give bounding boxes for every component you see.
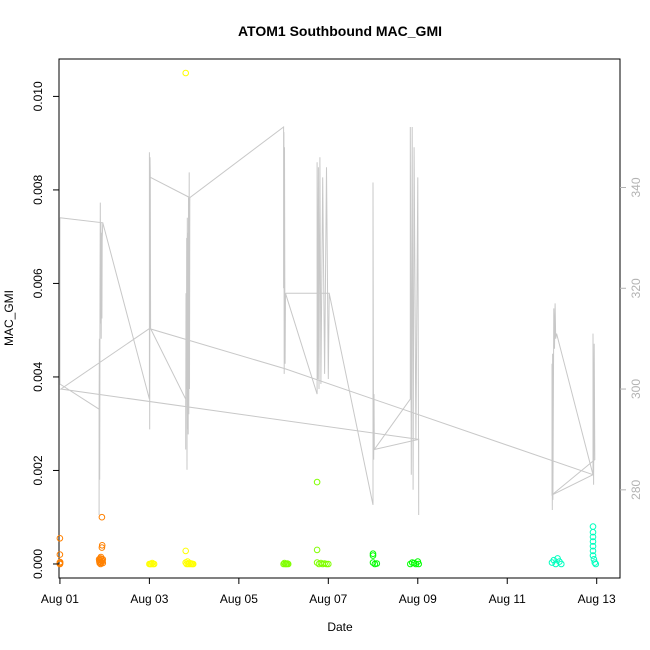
data-point	[99, 559, 107, 567]
y-tick-label: 0.002	[31, 455, 45, 485]
y-axis-right: 280 300 320 340	[620, 177, 643, 500]
data-point	[558, 560, 565, 568]
x-tick-label: Aug 09	[399, 592, 437, 606]
data-point	[369, 550, 377, 558]
data-point	[591, 559, 599, 566]
data-point	[148, 560, 155, 568]
data-point	[323, 560, 330, 568]
data-point	[284, 560, 292, 568]
data-point	[369, 559, 377, 566]
plot-frame	[58, 58, 621, 579]
x-tick-label: Aug 07	[309, 592, 347, 606]
data-point	[56, 551, 64, 558]
data-point	[589, 523, 597, 530]
plot-area	[56, 69, 600, 568]
y2-tick-label: 300	[629, 379, 643, 399]
data-point	[280, 560, 287, 568]
x-tick-label: Aug 11	[489, 592, 526, 606]
data-point	[369, 552, 377, 559]
data-point	[189, 560, 197, 568]
data-point	[589, 552, 597, 559]
y-tick-label: 0.000	[31, 549, 45, 579]
data-point	[182, 547, 189, 555]
data-point	[182, 69, 189, 77]
data-point	[313, 478, 321, 486]
data-point	[554, 555, 561, 562]
data-point	[56, 558, 64, 566]
data-point	[98, 513, 106, 521]
data-point	[185, 560, 192, 568]
y-tick-label: 0.010	[31, 81, 45, 111]
y-tick-label: 0.008	[31, 175, 45, 205]
data-point	[313, 546, 321, 554]
data-point	[589, 542, 597, 550]
data-point	[589, 538, 597, 545]
data-point	[589, 533, 597, 541]
x-axis: Aug 01 Aug 03 Aug 05 Aug 07 Aug 09 Aug 11 Aug …	[41, 577, 616, 606]
data-point	[98, 542, 106, 549]
y-tick-label: 0.006	[31, 268, 45, 298]
x-tick-label: Aug 13	[578, 592, 616, 606]
y-axis-title: MAC_GMI	[2, 290, 16, 346]
y2-tick-label: 340	[629, 177, 643, 197]
y-axis-left: 0.000 0.002 0.004 0.006 0.008 0.010	[31, 81, 59, 579]
y-tick-label: 0.004	[31, 362, 45, 392]
data-point	[98, 544, 106, 551]
data-point	[56, 535, 64, 542]
data-point	[373, 560, 381, 567]
data-point	[589, 547, 597, 555]
x-axis-title: Date	[327, 620, 353, 634]
y2-tick-label: 280	[629, 479, 643, 499]
data-point	[99, 556, 107, 563]
data-point	[592, 560, 600, 568]
chart-title: ATOM1 Southbound MAC_GMI	[238, 23, 442, 39]
secondary-series-line	[59, 125, 596, 516]
x-tick-label: Aug 01	[41, 592, 79, 606]
data-point	[415, 560, 423, 568]
data-point	[325, 560, 332, 568]
x-tick-label: Aug 03	[130, 592, 168, 606]
y2-tick-label: 320	[629, 278, 643, 298]
x-tick-label: Aug 05	[220, 592, 258, 606]
data-point	[589, 528, 597, 536]
data-point	[150, 560, 158, 568]
